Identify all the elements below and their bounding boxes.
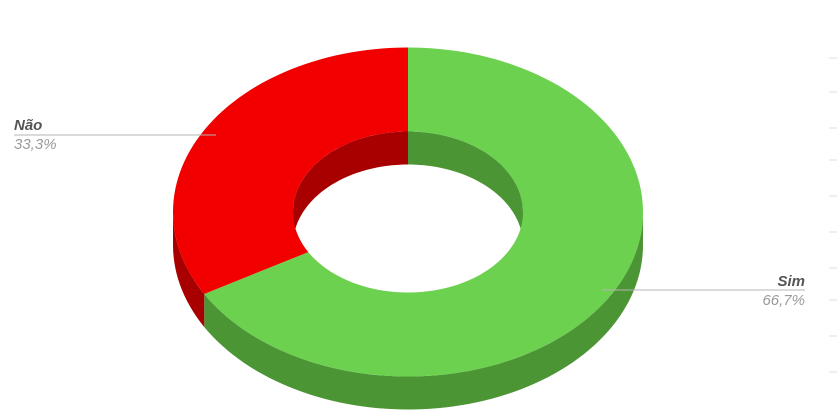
slice-outer-wall-sim — [204, 212, 644, 410]
labels-layer: Não 33,3% Sim 66,7% — [14, 117, 805, 309]
right-edge-gridlines — [829, 57, 837, 373]
label-sim: Sim — [777, 273, 805, 290]
slice-sim — [204, 47, 643, 377]
slice-nao — [173, 47, 408, 294]
slice-inner-wall-sim-1 — [408, 131, 523, 245]
pct-sim: 66,7% — [762, 292, 805, 309]
slices-layer — [173, 47, 644, 410]
label-nao: Não — [14, 117, 42, 134]
slice-outer-wall-nao — [173, 212, 205, 327]
pct-nao: 33,3% — [14, 136, 57, 153]
slice-inner-wall-nao-0 — [293, 131, 408, 245]
